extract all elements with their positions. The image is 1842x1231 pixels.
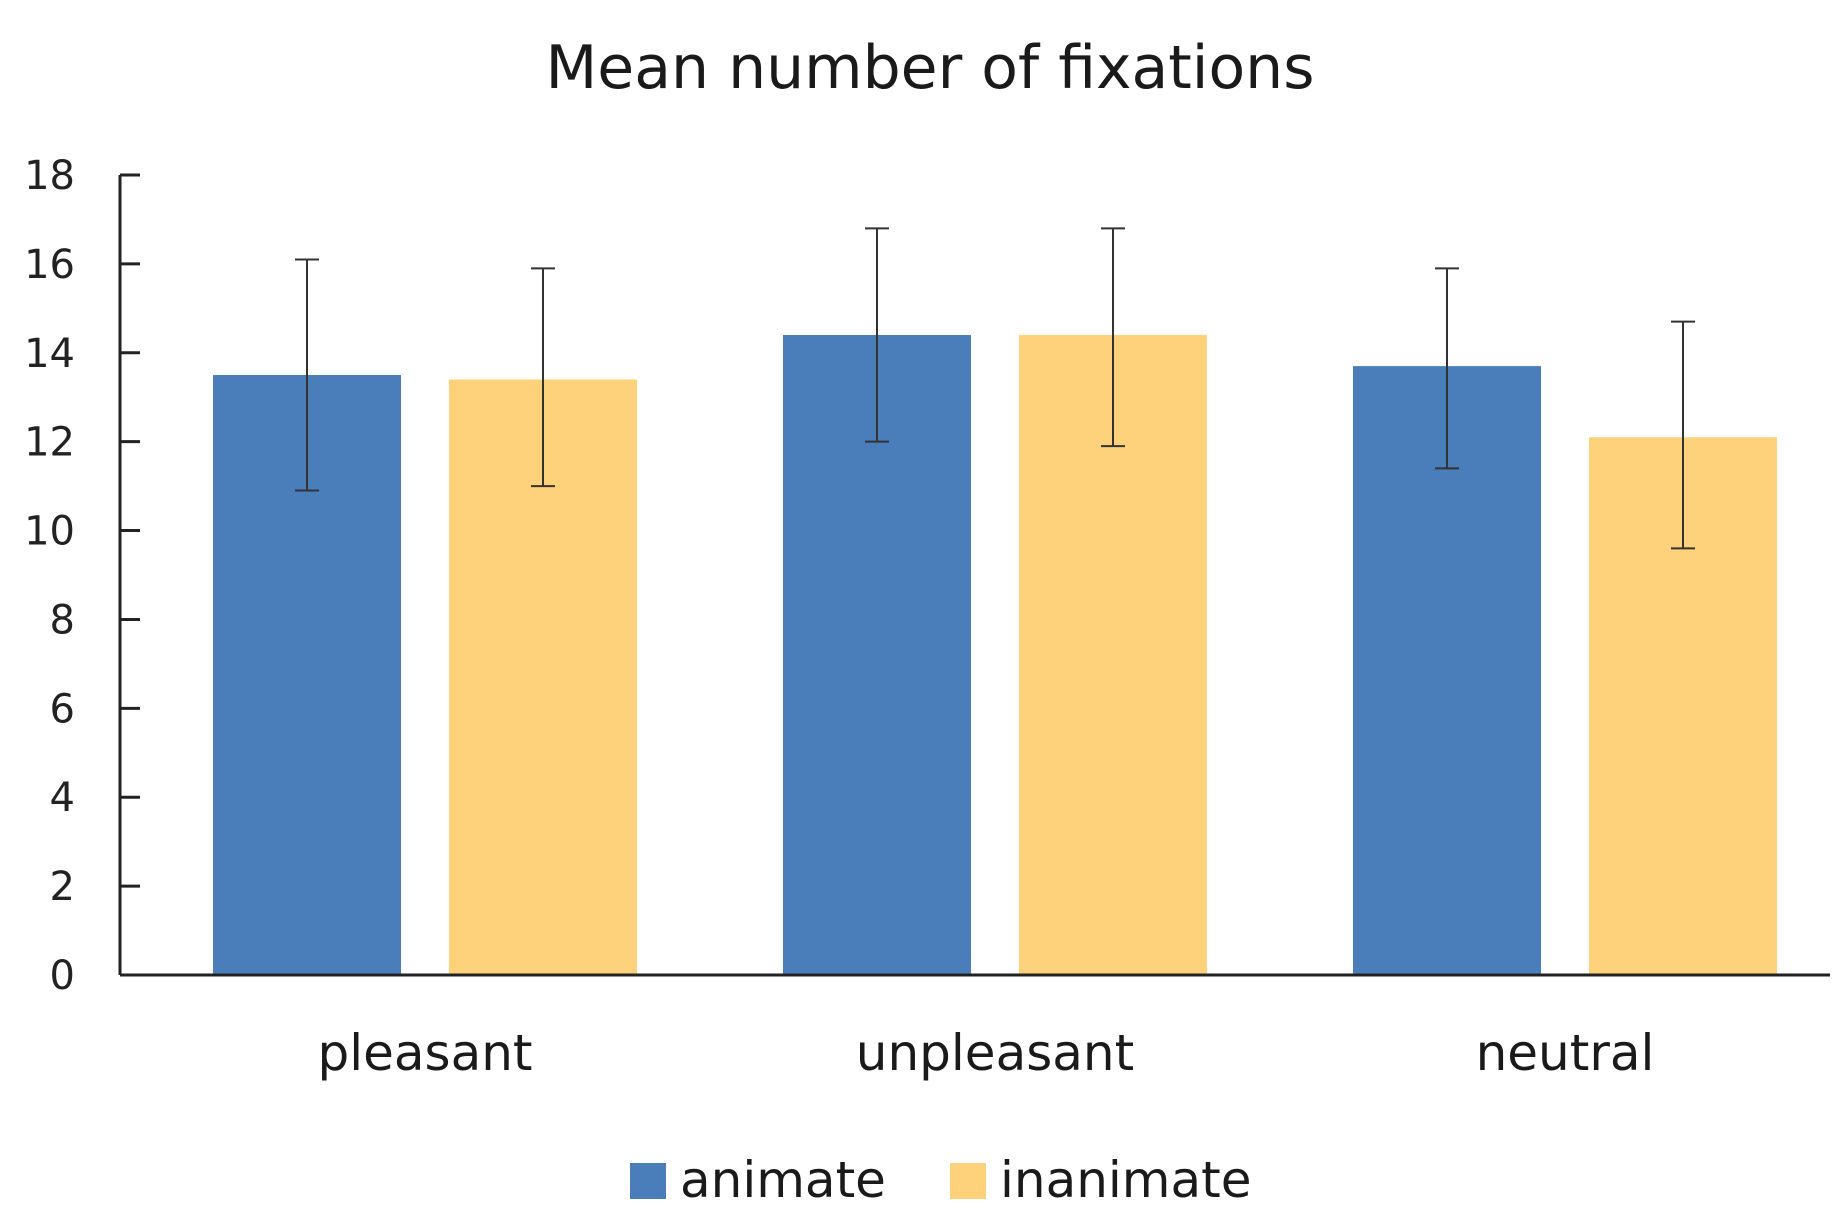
legend-swatch-inanimate [950,1163,986,1199]
y-tick-label: 8 [50,597,75,643]
error-bars [295,227,1695,550]
y-tick-label: 6 [50,686,75,732]
legend: animate inanimate [630,1151,1252,1209]
x-category-label: unpleasant [856,1024,1134,1082]
legend-label-animate: animate [680,1151,886,1209]
y-tick-label: 18 [24,153,75,199]
x-category-label: pleasant [317,1024,532,1082]
legend-label-inanimate: inanimate [1000,1151,1252,1209]
legend-swatch-animate [630,1163,666,1199]
x-category-label: neutral [1476,1024,1655,1082]
y-tick-label: 10 [24,509,75,555]
bars [213,335,1777,976]
x-axis: pleasant unpleasant neutral [120,973,1830,1082]
y-tick-label: 16 [24,242,75,288]
y-tick-label: 0 [50,953,75,999]
y-tick-label: 2 [50,864,75,910]
chart-title: Mean number of fixations [546,33,1315,103]
y-tick-label: 12 [24,420,75,466]
y-tick-label: 14 [24,331,75,377]
y-axis: 0 2 4 6 8 10 12 14 16 18 [24,153,140,999]
y-tick-label: 4 [50,775,75,821]
